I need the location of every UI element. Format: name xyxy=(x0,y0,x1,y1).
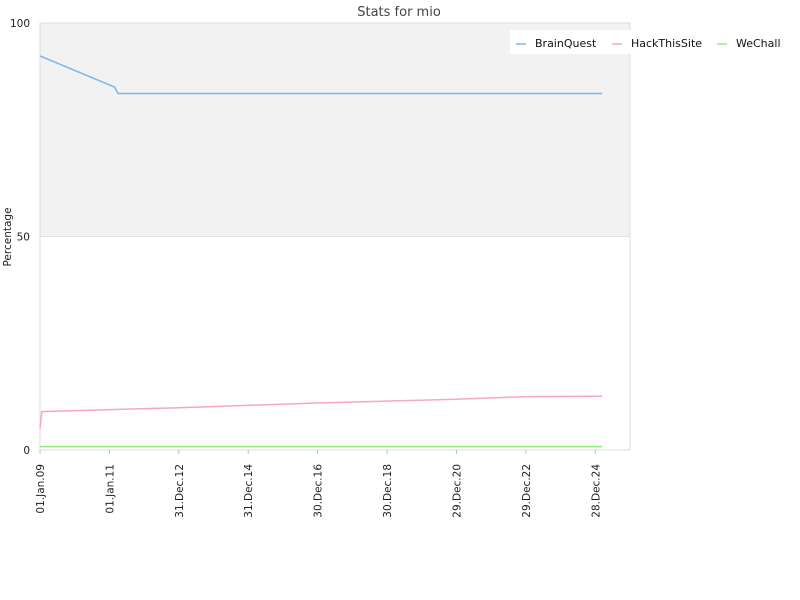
y-tick-label: 0 xyxy=(23,445,30,457)
x-tick-label: 30.Dec.18 xyxy=(382,464,394,518)
x-tick-label: 01.Jan.11 xyxy=(104,464,116,514)
x-tick-label: 31.Dec.12 xyxy=(174,464,186,518)
x-tick-label: 30.Dec.16 xyxy=(313,464,325,518)
y-tick-label: 50 xyxy=(17,232,30,244)
x-axis: 01.Jan.09 01.Jan.11 31.Dec.12 31.Dec.14 30.D… xyxy=(35,450,602,518)
x-tick-label: 01.Jan.09 xyxy=(35,464,47,514)
plot-border xyxy=(39,22,631,451)
y-axis: 0 50 100 xyxy=(10,18,30,457)
legend-item-brainquest[interactable]: BrainQuest xyxy=(516,37,597,50)
legend-item-wechall[interactable]: WeChall xyxy=(717,37,781,50)
x-tick-label: 31.Dec.14 xyxy=(243,464,255,518)
chart-title: Stats for mio xyxy=(357,5,441,20)
legend-item-hackthissite[interactable]: HackThisSite xyxy=(612,37,702,50)
legend-label-wechall: WeChall xyxy=(736,37,781,50)
y-tick-label: 100 xyxy=(10,18,30,30)
series-layer xyxy=(39,55,603,448)
legend-label-hackthissite: HackThisSite xyxy=(631,37,702,50)
x-tick-label: 29.Dec.22 xyxy=(521,464,533,518)
series-line-hackthissite xyxy=(39,395,603,429)
legend-label-brainquest: BrainQuest xyxy=(535,37,597,50)
y-axis-label: Percentage xyxy=(2,207,14,266)
x-tick-label: 29.Dec.20 xyxy=(451,464,463,518)
legend[interactable]: BrainQuest HackThisSite WeChall xyxy=(510,30,792,54)
plot-band xyxy=(40,23,630,237)
series-line-brainquest xyxy=(39,55,603,95)
legend-box xyxy=(510,30,792,54)
x-tick-label: 28.Dec.24 xyxy=(590,464,602,518)
